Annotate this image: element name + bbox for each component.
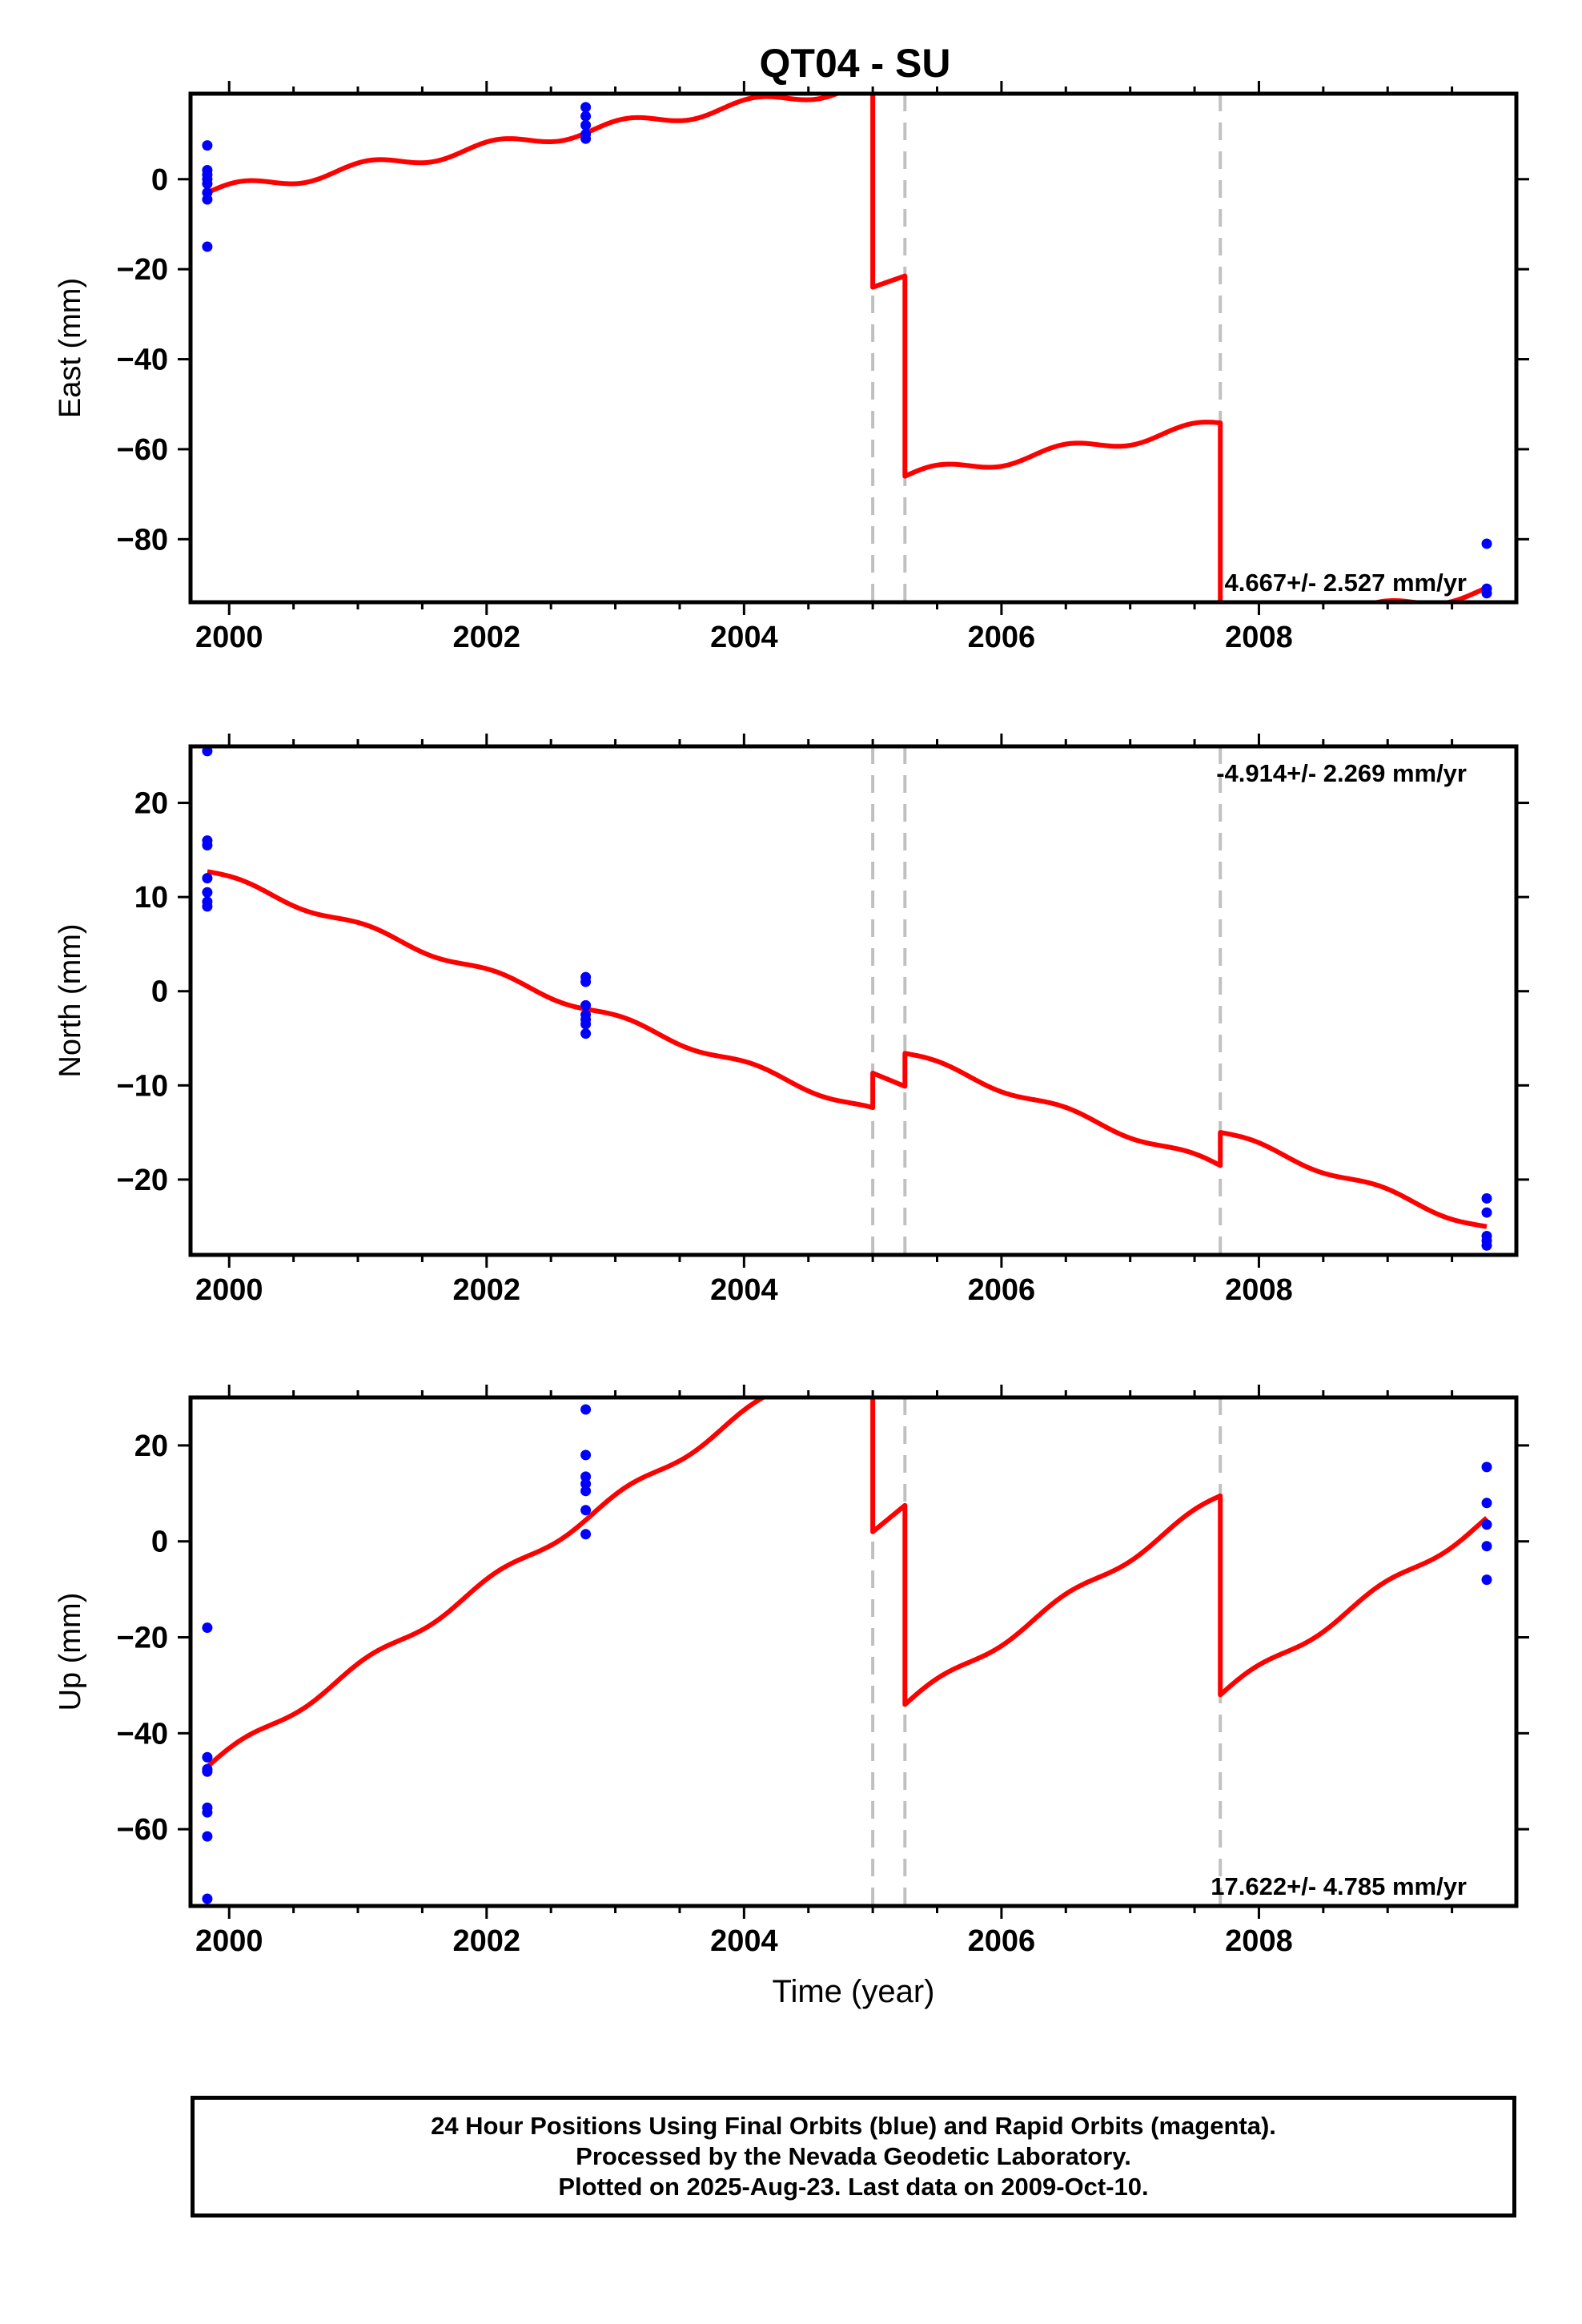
y-tick-label: −40: [117, 344, 168, 377]
x-tick-label: 2002: [453, 1924, 521, 1958]
y-axis-label: North (mm): [54, 923, 87, 1077]
data-point: [580, 1529, 592, 1540]
data-point: [1481, 1192, 1492, 1204]
x-tick-label: 2000: [195, 1924, 263, 1958]
rate-label: 17.622+/- 4.785 mm/yr: [1211, 1872, 1467, 1900]
chart-title: QT04 - SU: [760, 41, 951, 86]
model-line: [205, 1397, 1488, 1769]
y-tick-label: −20: [117, 253, 168, 287]
x-tick-label: 2004: [710, 621, 778, 654]
data-point: [580, 1486, 592, 1497]
data-point: [580, 999, 592, 1011]
x-tick-label: 2008: [1225, 621, 1293, 654]
data-point: [580, 1019, 592, 1030]
data-point: [1481, 1207, 1492, 1218]
panel-frame: [188, 91, 1519, 605]
x-tick-label: 2006: [968, 621, 1036, 654]
y-tick-label: −60: [117, 433, 168, 467]
x-tick-label: 2004: [710, 1924, 778, 1958]
data-point: [202, 887, 213, 898]
x-tick-label: 2006: [968, 1273, 1036, 1307]
data-point: [580, 1404, 592, 1415]
y-tick-label: 0: [151, 975, 168, 1009]
x-tick-label: 2002: [453, 621, 521, 654]
data-point: [1481, 588, 1492, 599]
model-line: [206, 869, 1488, 1229]
y-axis-label: East (mm): [54, 278, 87, 418]
data-point: [580, 119, 592, 131]
footer-line-2: Processed by the Nevada Geodetic Laborat…: [576, 2142, 1131, 2170]
data-point: [580, 976, 592, 987]
y-tick-label: −20: [117, 1164, 168, 1197]
data-point: [580, 133, 592, 144]
panel-up: 2000 2002 2004 2006 2008 −60 −40 −20 0 20 Up (mm) T…: [54, 1385, 1529, 2009]
data-point: [580, 1028, 592, 1039]
y-tick-label: −60: [117, 1813, 168, 1847]
y-tick-label: 0: [151, 163, 168, 197]
data-point: [202, 241, 213, 252]
x-axis-label: Time (year): [773, 1974, 935, 2009]
data-point: [580, 102, 592, 113]
panel-north: 2000 2002 2004 2006 2008 −20 −10 0 10 20 North (mm…: [54, 734, 1529, 1307]
model-line: [206, 94, 1488, 602]
data-point: [580, 111, 592, 122]
chart-canvas: QT04 - SU 2000 2002 2004 2006 2008−80−60−40−…: [54, 41, 1529, 2009]
data-point: [202, 140, 213, 151]
y-tick-label: 0: [151, 1526, 168, 1559]
plot-area-east: [202, 94, 1492, 602]
data-point: [580, 1505, 592, 1516]
data-point: [1481, 1519, 1492, 1530]
plot-area-north: [202, 746, 1492, 1255]
data-point: [202, 1893, 213, 1904]
x-tick-label: 2000: [195, 621, 263, 654]
panel-frame: [188, 1395, 1519, 1908]
data-point: [580, 1478, 592, 1490]
panel-frame: [188, 744, 1519, 1257]
x-tick-label: 2008: [1225, 1273, 1293, 1307]
x-tick-label: 2008: [1225, 1924, 1293, 1958]
data-point: [202, 178, 213, 189]
data-point: [1481, 1240, 1492, 1251]
data-point: [1481, 1541, 1492, 1552]
x-tick-label: 2006: [968, 1924, 1036, 1958]
y-tick-label: −10: [117, 1069, 168, 1103]
data-point: [202, 873, 213, 884]
rate-label: -4.914+/- 2.269 mm/yr: [1216, 759, 1467, 787]
x-tick-label: 2002: [453, 1273, 521, 1307]
footer-line-1: 24 Hour Positions Using Final Orbits (bl…: [431, 2112, 1276, 2140]
y-tick-label: 20: [135, 1429, 168, 1463]
data-point: [1481, 1498, 1492, 1509]
y-tick-label: 20: [135, 787, 168, 821]
y-axis-label: Up (mm): [54, 1593, 87, 1711]
data-point: [580, 1471, 592, 1482]
data-point: [1481, 1462, 1492, 1473]
y-tick-label: −40: [117, 1717, 168, 1751]
data-point: [202, 1766, 213, 1777]
plot-area-up: [202, 1397, 1492, 1906]
y-tick-label: 10: [135, 881, 168, 915]
data-point: [202, 1751, 213, 1763]
rate-label: 4.667+/- 2.527 mm/yr: [1225, 569, 1467, 597]
data-point: [202, 901, 213, 912]
footer-line-3: Plotted on 2025-Aug-23. Last data on 200…: [558, 2173, 1149, 2201]
data-point: [202, 1831, 213, 1842]
panel-east: 2000 2002 2004 2006 2008 −80 −60 −40 −20 0 East (m…: [54, 81, 1529, 654]
x-tick-label: 2004: [710, 1273, 778, 1307]
data-point: [1481, 538, 1492, 549]
y-tick-label: −80: [117, 523, 168, 557]
x-tick-label: 2000: [195, 1273, 263, 1307]
data-point: [1481, 1574, 1492, 1586]
data-point: [202, 1622, 213, 1634]
data-point: [202, 194, 213, 205]
data-point: [202, 746, 213, 757]
data-point: [202, 1807, 213, 1818]
data-point: [202, 839, 213, 850]
y-tick-label: −20: [117, 1622, 168, 1655]
footer-box: 24 Hour Positions Using Final Orbits (bl…: [191, 2096, 1516, 2217]
data-point: [580, 1449, 592, 1461]
